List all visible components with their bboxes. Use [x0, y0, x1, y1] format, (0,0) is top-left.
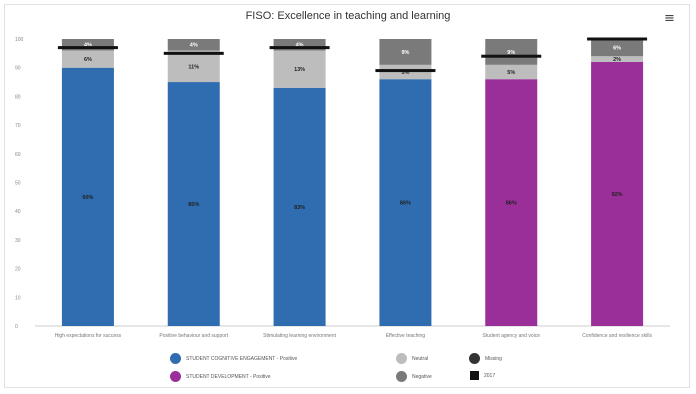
bar-segment	[379, 79, 432, 327]
legend-label: STUDENT DEVELOPMENT - Positive	[186, 373, 271, 380]
y-tick-label: 90	[15, 66, 21, 72]
bar-segment	[591, 39, 644, 57]
bar-segment	[273, 39, 326, 51]
legend-item-missing[interactable]: Missing	[469, 353, 502, 364]
data-label: 2%	[613, 57, 621, 63]
bar-segment	[273, 87, 326, 326]
bar-segment	[485, 39, 538, 65]
legend-label: Negative	[412, 373, 432, 380]
data-label: 9%	[401, 50, 409, 56]
data-label: 86%	[400, 201, 411, 207]
bar-segment	[61, 39, 114, 51]
bar-segment	[61, 50, 114, 68]
y-tick-label: 50	[15, 181, 21, 187]
data-label: 6%	[84, 57, 92, 63]
x-tick-label: Student agency and voice	[482, 333, 540, 339]
bar-segment	[485, 79, 538, 327]
legend-label: STUDENT COGNITIVE ENGAGEMENT - Positive	[186, 355, 298, 362]
legend-item-2017[interactable]: 2017	[470, 371, 495, 380]
chart-container	[4, 4, 690, 388]
x-tick-label: Confidence and resilience skills	[582, 333, 652, 339]
bar-segment	[167, 82, 220, 326]
data-label: 90%	[82, 195, 93, 201]
legend-swatch-negative	[396, 371, 407, 382]
legend-swatch-blue	[170, 353, 181, 364]
legend-item-neutral[interactable]: Neutral	[396, 353, 428, 364]
bar-segment	[273, 50, 326, 88]
x-tick-label: Effective teaching	[386, 333, 426, 339]
bar-segment	[379, 39, 432, 65]
x-tick-label: Stimulating learning environment	[263, 333, 336, 339]
data-label: 86%	[506, 201, 517, 207]
hamburger-menu-icon[interactable]: ≡	[664, 11, 675, 26]
data-label: 4%	[84, 43, 92, 49]
marker-2017	[269, 46, 330, 50]
data-label: 83%	[294, 205, 305, 211]
bar-segment	[61, 67, 114, 326]
legend-swatch-neutral	[396, 353, 407, 364]
data-label: 92%	[612, 192, 623, 198]
legend-item-cognitive-engagement[interactable]: STUDENT COGNITIVE ENGAGEMENT - Positive	[170, 353, 297, 364]
bar-segment	[591, 56, 644, 62]
bar-segment	[485, 64, 538, 80]
y-tick-label: 70	[15, 123, 21, 129]
marker-2017	[587, 37, 648, 41]
bar-segment	[167, 50, 220, 83]
data-label: 13%	[294, 67, 305, 73]
chart-title: FISO: Excellence in teaching and learnin…	[245, 10, 451, 22]
y-tick-label: 20	[15, 267, 21, 273]
bar-segment	[591, 61, 644, 327]
x-tick-label: High expectations for success	[55, 333, 122, 339]
data-label: 9%	[507, 50, 515, 56]
y-tick-label: 100	[15, 37, 24, 43]
y-tick-label: 0	[15, 324, 18, 330]
legend-item-student-development[interactable]: STUDENT DEVELOPMENT - Positive	[170, 371, 271, 382]
y-tick-label: 80	[15, 94, 21, 100]
x-tick-label: Positive behaviour and support	[159, 333, 228, 339]
legend-label: Neutral	[412, 355, 429, 362]
marker-2017	[375, 69, 436, 73]
data-label: 85%	[188, 202, 199, 208]
data-label: 5%	[507, 70, 515, 76]
data-label: 4%	[190, 43, 198, 49]
marker-2017	[481, 54, 542, 58]
y-tick-label: 30	[15, 238, 21, 244]
legend-label: 2017	[484, 372, 496, 379]
marker-2017	[57, 46, 118, 50]
y-tick-label: 60	[15, 152, 21, 158]
bar-segment	[167, 39, 220, 51]
data-label: 11%	[188, 64, 199, 70]
legend-label: Missing	[485, 355, 502, 362]
data-label: 6%	[613, 46, 621, 52]
legend-swatch-purple	[170, 371, 181, 382]
marker-2017	[163, 51, 224, 55]
y-tick-label: 40	[15, 209, 21, 215]
legend-item-negative[interactable]: Negative	[396, 371, 432, 382]
data-label: 4%	[296, 43, 304, 49]
data-label: 5%	[401, 70, 409, 76]
legend-swatch-missing	[469, 353, 480, 364]
legend-swatch-2017	[470, 371, 479, 380]
y-tick-label: 10	[15, 295, 21, 301]
